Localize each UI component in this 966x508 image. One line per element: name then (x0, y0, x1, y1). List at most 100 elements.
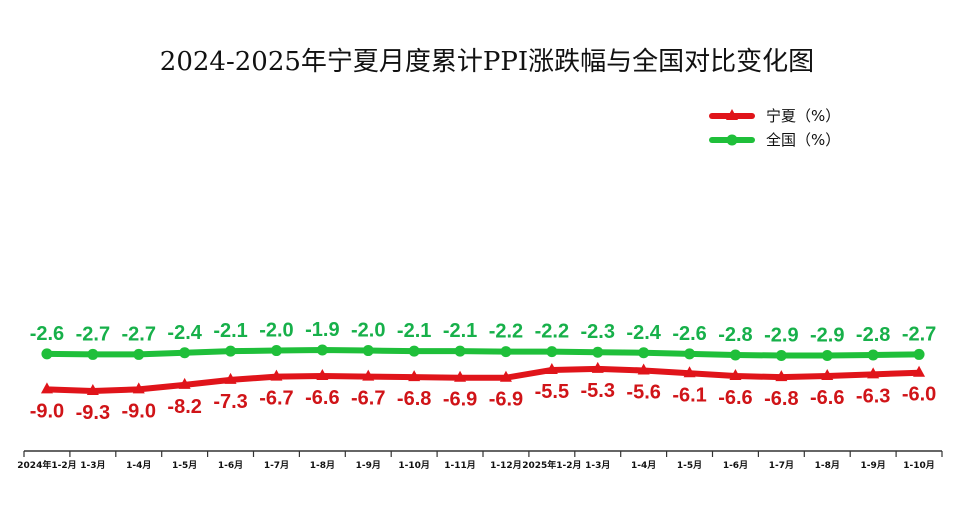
data-point (913, 365, 926, 377)
data-label: -5.6 (626, 382, 660, 404)
series-markers (40, 344, 926, 395)
data-point (316, 344, 328, 356)
data-label: -6.6 (305, 387, 339, 409)
data-point (270, 345, 282, 357)
x-tick-label: 1-7月 (769, 460, 794, 471)
x-tick-label: 1-4月 (631, 460, 656, 471)
x-tick-label: 1-11月 (444, 460, 476, 471)
data-point (545, 362, 558, 374)
data-label: -8.2 (167, 396, 201, 418)
x-tick-label: 1-8月 (310, 460, 335, 471)
x-tick-label: 1-4月 (126, 460, 151, 471)
legend-marker-triangle (726, 109, 738, 120)
data-label: -6.9 (489, 389, 523, 411)
data-label: -2.6 (30, 323, 64, 345)
data-point (867, 349, 879, 361)
data-point (867, 367, 880, 379)
data-point (40, 382, 53, 394)
data-label: -2.4 (626, 322, 661, 344)
data-label: -7.3 (213, 391, 247, 413)
data-point (638, 347, 650, 359)
data-point (179, 347, 191, 359)
data-point (270, 369, 283, 381)
data-label: -2.1 (397, 320, 431, 342)
data-point (729, 349, 741, 361)
data-point (133, 348, 145, 360)
data-label: -2.7 (122, 323, 156, 345)
data-point (454, 370, 467, 382)
data-label: -2.0 (259, 320, 293, 342)
chart-title: 2024-2025年宁夏月度累计PPI涨跌幅与全国对比变化图 (160, 47, 814, 77)
legend-label: 宁夏（%） (766, 107, 840, 125)
x-tick-label: 1-6月 (723, 460, 748, 471)
legend-label: 全国（%） (766, 131, 840, 149)
data-label: -2.4 (167, 322, 202, 344)
x-tick-label: 1-5月 (677, 460, 702, 471)
data-label: -2.7 (76, 323, 110, 345)
data-label: -2.0 (351, 320, 385, 342)
data-label: -2.1 (213, 320, 247, 342)
data-label: -2.8 (856, 324, 890, 346)
x-tick-label: 1-10月 (398, 460, 430, 471)
data-label: -9.0 (122, 400, 156, 422)
data-label: -6.3 (856, 385, 890, 407)
data-point (454, 345, 466, 357)
data-label: -1.9 (305, 319, 339, 341)
data-point (499, 370, 512, 382)
series-lines (43, 347, 923, 394)
data-label: -6.7 (259, 388, 293, 410)
data-point (362, 345, 374, 357)
data-point (316, 369, 329, 381)
data-point (591, 361, 604, 373)
data-point (546, 346, 558, 358)
data-label: -2.2 (535, 321, 569, 343)
data-label: -2.2 (489, 321, 523, 343)
data-point (87, 348, 99, 360)
data-label: -6.7 (351, 388, 385, 410)
data-label: -2.9 (810, 325, 844, 347)
data-point (178, 377, 191, 389)
data-label: -6.8 (397, 388, 431, 410)
data-label: -2.3 (581, 321, 615, 343)
data-point (683, 366, 696, 378)
data-point (224, 372, 237, 384)
data-label: -2.6 (672, 323, 706, 345)
data-point (408, 370, 421, 382)
x-tick-label: 1-6月 (218, 460, 243, 471)
data-label: -9.3 (76, 402, 110, 424)
data-point (86, 384, 99, 395)
series-line-ningxia (43, 365, 923, 394)
x-tick-label: 1-9月 (861, 460, 886, 471)
data-point (729, 369, 742, 381)
data-point (408, 345, 420, 357)
data-point (592, 346, 604, 358)
x-tick-label: 1-8月 (815, 460, 840, 471)
data-label: -2.7 (902, 323, 936, 345)
data-labels: -9.0 -9.3 -9.0 -8.2 -7.3 -6.7 -6.6 -6.7 -6.8 -6.9… (30, 319, 937, 424)
data-point (637, 363, 650, 375)
x-tick-label: 1-5月 (172, 460, 197, 471)
data-point (684, 348, 696, 360)
data-label: -2.1 (443, 320, 477, 342)
data-label: -2.9 (764, 325, 798, 347)
series-line-national (43, 347, 923, 359)
data-point (225, 345, 237, 357)
data-point (500, 346, 512, 358)
data-label: -6.0 (902, 384, 936, 406)
x-tick-label: 1-9月 (356, 460, 381, 471)
data-point (821, 350, 833, 362)
data-point (913, 348, 925, 360)
data-label: -2.8 (718, 324, 752, 346)
data-point (775, 370, 788, 382)
data-label: -6.9 (443, 389, 477, 411)
x-tick-label: 1-10月 (903, 460, 935, 471)
legend: 宁夏（%） 全国（%） (709, 107, 840, 149)
data-label: -6.6 (810, 387, 844, 409)
data-label: -5.5 (535, 381, 569, 403)
x-tick-label: 1-12月 (490, 460, 522, 471)
data-label: -6.1 (672, 384, 706, 406)
data-point (362, 369, 375, 381)
data-point (821, 369, 834, 381)
data-point (775, 350, 787, 362)
